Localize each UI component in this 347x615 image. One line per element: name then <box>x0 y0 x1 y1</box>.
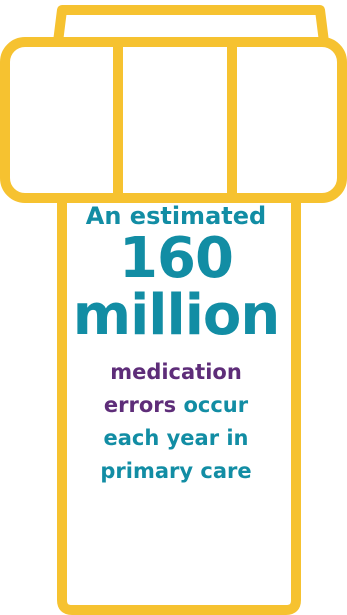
highlight-medication: medication <box>110 360 242 384</box>
description-occur: occur <box>176 393 249 417</box>
bottle-cap <box>0 37 347 203</box>
bottle-cap-rim <box>53 5 329 43</box>
description-line: errors occur <box>62 389 290 422</box>
description-text: medication errors occur each year in pri… <box>62 356 290 488</box>
description-line: each year in <box>103 426 249 450</box>
headline-unit: million <box>72 283 280 348</box>
headline-number: 160 <box>119 226 234 291</box>
intro-text: An estimated <box>85 202 267 230</box>
highlight-errors: errors <box>103 393 177 417</box>
bottle-body <box>57 198 301 615</box>
description-line: primary care <box>100 459 252 483</box>
description-line: medication <box>62 356 290 389</box>
